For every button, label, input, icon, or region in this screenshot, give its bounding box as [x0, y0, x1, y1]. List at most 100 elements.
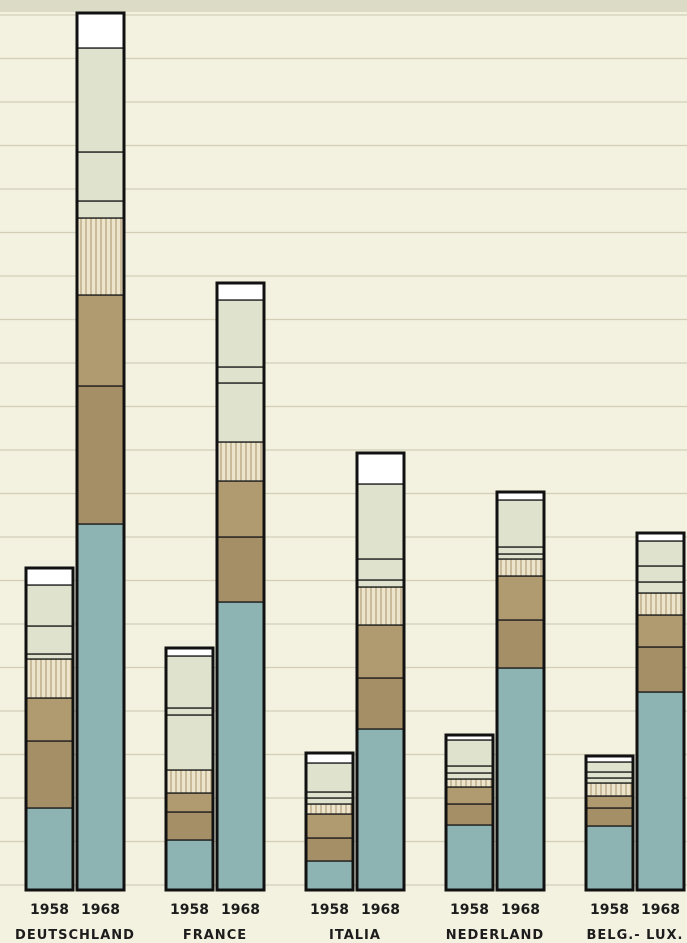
bar-outline-3-0 [444, 733, 495, 892]
year-label-4-1: 1968 [641, 902, 680, 918]
bar-segment-0-1-1 [76, 385, 125, 525]
year-label-3-0: 1958 [450, 902, 489, 918]
bar-outline-2-0 [304, 751, 355, 892]
bar-outline-1-1 [215, 281, 266, 892]
bar-segment-3-1-2 [496, 575, 545, 621]
bar-segment-0-0-3 [25, 658, 74, 699]
bar-segment-0-0-0 [25, 807, 74, 891]
bar-segment-0-1-0 [76, 523, 125, 891]
bar-segment-3-0-1 [445, 803, 494, 826]
bar-segment-0-0-6 [25, 584, 74, 627]
bar-segment-2-0-1 [305, 837, 354, 862]
bar-segment-0-1-5 [76, 151, 125, 202]
bar-segment-2-0-3 [305, 803, 354, 815]
bar-segment-2-0-2 [305, 813, 354, 839]
bar-segment-3-0-3 [445, 778, 494, 788]
year-label-4-0: 1958 [590, 902, 629, 918]
bar-outline-2-1 [355, 451, 406, 892]
bar-segment-2-0-4 [305, 797, 354, 805]
bar-segment-3-0-6 [445, 739, 494, 767]
bar-segment-1-1-1 [216, 536, 265, 603]
country-label-4: BELG.- LUX. [587, 928, 684, 943]
bar-segment-1-0-3 [165, 769, 214, 794]
bar-outline-1-0 [164, 646, 215, 892]
bar-segment-1-0-1 [165, 811, 214, 841]
bar-segment-4-0-5 [585, 771, 634, 779]
bar-segment-3-0-2 [445, 786, 494, 805]
year-label-0-1: 1968 [81, 902, 120, 918]
bar-segment-3-1-0 [496, 667, 545, 891]
bar-segment-4-1-3 [636, 592, 685, 616]
bar-segment-4-0-0 [585, 825, 634, 891]
bar-segment-1-0-4 [165, 714, 214, 771]
bar-segment-4-1-4 [636, 581, 685, 594]
bar-segment-0-0-1 [25, 740, 74, 809]
bar-segment-0-0-5 [25, 625, 74, 655]
bar-segment-4-0-6 [585, 761, 634, 773]
bar-segment-3-0-0 [445, 824, 494, 891]
bar-outline-0-1 [75, 11, 126, 892]
bar-segment-1-0-5 [165, 707, 214, 716]
bar-segment-1-1-4 [216, 382, 265, 443]
bar-segment-0-1-6 [76, 47, 125, 153]
bar-segment-3-0-5 [445, 765, 494, 774]
bar-segment-1-1-2 [216, 480, 265, 538]
bar-segment-4-0-4 [585, 777, 634, 784]
year-label-2-0: 1958 [310, 902, 349, 918]
bar-segment-2-0-5 [305, 791, 354, 799]
bar-outline-4-0 [584, 754, 635, 892]
bar-segment-2-0-6 [305, 762, 354, 793]
country-label-3: NEDERLAND [446, 928, 544, 943]
bar-outline-4-1 [635, 531, 686, 892]
top-band [0, 0, 687, 12]
year-label-2-1: 1968 [361, 902, 400, 918]
year-label-1-0: 1958 [170, 902, 209, 918]
bar-segment-4-0-1 [585, 807, 634, 827]
bar-segment-3-1-3 [496, 558, 545, 577]
bar-segment-1-0-0 [165, 839, 214, 891]
country-label-0: DEUTSCHLAND [15, 928, 135, 943]
labels: 1958 1968 DEUTSCHLAND 1958 1968 FRANCE 1958 196… [15, 902, 684, 943]
bar-segment-3-0-4 [445, 772, 494, 780]
bar-segment-2-1-6 [356, 483, 405, 560]
bar-segment-0-0-7 [25, 567, 74, 586]
year-label-3-1: 1968 [501, 902, 540, 918]
bar-segment-1-1-6 [216, 299, 265, 368]
bar-segment-2-1-2 [356, 624, 405, 679]
year-label-0-0: 1958 [30, 902, 69, 918]
bar-segment-3-1-5 [496, 546, 545, 555]
bar-segment-2-1-0 [356, 728, 405, 891]
bar-segment-2-0-0 [305, 860, 354, 891]
bar-segment-1-1-7 [216, 282, 265, 301]
bar-segment-0-1-3 [76, 217, 125, 296]
bar-segment-1-0-6 [165, 655, 214, 709]
bar-segment-2-1-4 [356, 579, 405, 588]
bar-segment-2-1-7 [356, 452, 405, 485]
bar-segment-4-1-2 [636, 614, 685, 648]
bar-segment-4-1-6 [636, 540, 685, 567]
bar-segment-4-1-0 [636, 691, 685, 891]
bar-segment-4-0-2 [585, 795, 634, 809]
bar-segment-0-1-4 [76, 200, 125, 219]
bar-segment-1-1-0 [216, 601, 265, 891]
bar-outline-0-0 [24, 566, 75, 892]
bar-segment-1-1-5 [216, 366, 265, 384]
bar-segment-0-0-4 [25, 653, 74, 660]
bar-segment-4-0-3 [585, 782, 634, 797]
bar-segment-2-1-1 [356, 677, 405, 730]
bar-segment-0-0-2 [25, 697, 74, 742]
bar-segment-1-0-2 [165, 792, 214, 813]
bar-segment-3-1-1 [496, 619, 545, 669]
bar-outline-3-1 [495, 490, 546, 892]
bar-segment-3-1-4 [496, 553, 545, 560]
bar-segment-1-1-3 [216, 441, 265, 482]
bar-segment-2-1-3 [356, 586, 405, 626]
bar-segment-4-1-5 [636, 565, 685, 583]
country-label-2: ITALIA [329, 928, 381, 943]
country-label-1: FRANCE [183, 928, 247, 943]
bar-segment-4-1-1 [636, 646, 685, 693]
year-label-1-1: 1968 [221, 902, 260, 918]
bar-segment-2-1-5 [356, 558, 405, 581]
bar-segment-0-1-2 [76, 294, 125, 387]
bar-segment-0-1-7 [76, 12, 125, 49]
